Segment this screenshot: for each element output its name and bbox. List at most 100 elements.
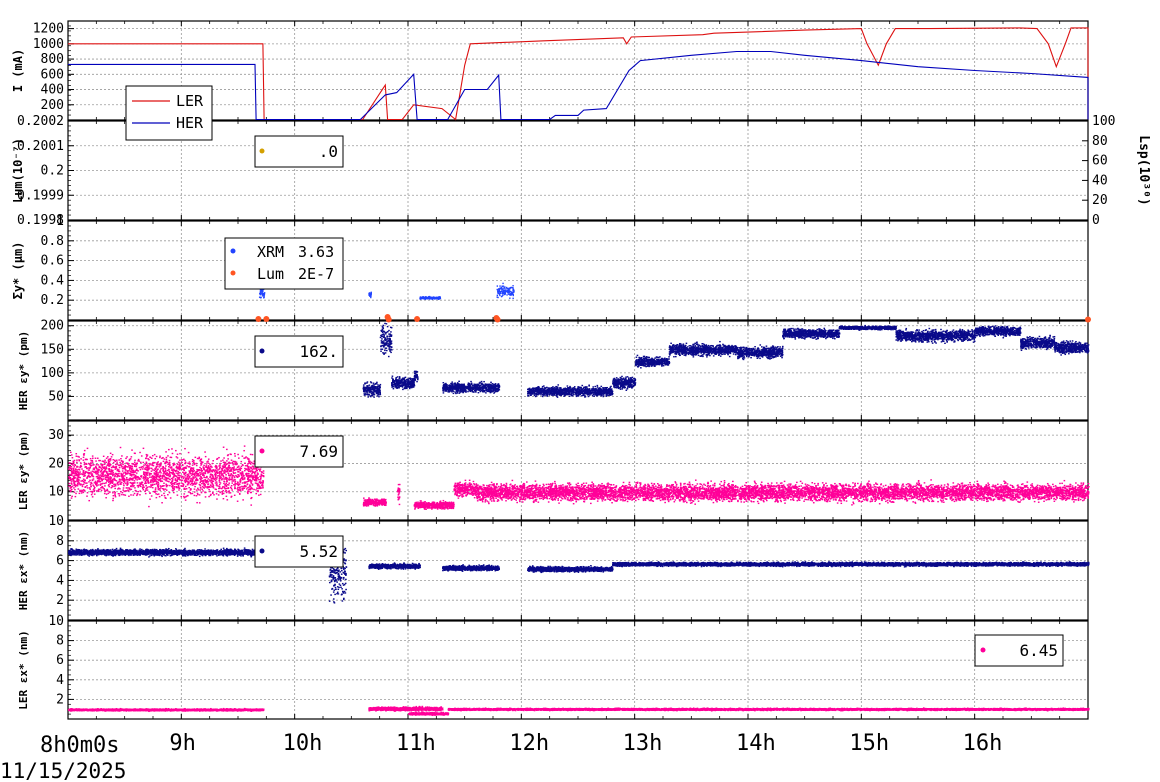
data-point: [587, 389, 589, 390]
data-point: [675, 356, 677, 357]
data-point: [545, 391, 547, 392]
data-point: [497, 383, 499, 384]
data-point: [647, 357, 649, 358]
data-point: [621, 376, 623, 377]
data-point: [726, 348, 728, 349]
data-point: [630, 379, 632, 380]
data-point: [401, 385, 403, 386]
data-point: [604, 390, 606, 391]
data-point: [607, 389, 609, 390]
data-point: [588, 385, 590, 386]
data-point: [376, 389, 378, 390]
data-point: [593, 392, 595, 393]
data-point: [616, 385, 618, 386]
data-point: [662, 358, 664, 359]
data-point: [452, 387, 454, 388]
data-point: [614, 378, 616, 379]
data-point: [750, 357, 752, 358]
data-point: [558, 392, 560, 393]
data-point: [483, 385, 485, 386]
data-point: [438, 297, 439, 298]
data-point: [696, 349, 698, 350]
data-point: [617, 378, 619, 379]
data-point: [689, 345, 691, 346]
data-point: [766, 345, 768, 346]
data-point: [565, 387, 567, 388]
data-point: [631, 384, 633, 385]
data-point: [414, 378, 416, 379]
ytick-label: 8: [56, 634, 64, 649]
ytick-label: 4: [56, 673, 64, 688]
data-point: [564, 394, 566, 395]
data-point: [491, 391, 493, 392]
data-point: [427, 298, 428, 299]
data-point: [620, 379, 622, 380]
data-point: [485, 392, 487, 393]
data-point: [598, 394, 600, 395]
data-point: [553, 388, 555, 389]
data-point: [498, 389, 500, 390]
ytick-label: 8: [56, 534, 64, 549]
right-axis-title: Lsp(10³⁰): [1136, 135, 1151, 205]
data-point: [687, 352, 689, 353]
data-point: [651, 365, 653, 366]
data-point: [667, 363, 669, 364]
data-point: [534, 395, 536, 396]
data-point: [730, 350, 732, 351]
data-point: [695, 353, 697, 354]
data-point: [549, 391, 551, 392]
data-point: [694, 354, 696, 355]
data-point: [654, 362, 656, 363]
data-point: [651, 358, 653, 359]
data-point: [560, 391, 562, 392]
ytick-label: 400: [41, 83, 64, 98]
data-point: [444, 385, 446, 386]
data-point: [382, 330, 384, 331]
right-ytick-label: 20: [1092, 193, 1108, 208]
data-point: [435, 298, 436, 299]
data-point: [391, 343, 393, 344]
data-point: [680, 350, 682, 351]
data-point: [387, 326, 389, 327]
data-point: [368, 295, 369, 296]
ytick-label: 800: [41, 52, 64, 67]
data-point: [497, 291, 498, 292]
data-point: [379, 387, 381, 388]
data-point: [637, 361, 639, 362]
data-point: [732, 350, 734, 351]
data-point: [685, 346, 687, 347]
data-point: [690, 345, 692, 346]
data-point: [264, 293, 265, 294]
data-point: [702, 343, 704, 344]
data-point: [625, 378, 627, 379]
data-point: [593, 396, 595, 397]
data-point: [465, 386, 467, 387]
data-point: [705, 350, 707, 351]
data-point: [483, 390, 485, 391]
data-point: [712, 352, 714, 353]
data-point: [718, 353, 720, 354]
y-axis-title: Lum(10⁻⁷): [11, 138, 25, 203]
data-point: [377, 384, 379, 385]
x-tick-label: 15h: [849, 731, 889, 756]
data-point: [627, 376, 629, 377]
data-point: [386, 350, 388, 351]
data-point: [451, 381, 453, 382]
data-point: [363, 391, 365, 392]
data-point: [408, 381, 410, 382]
y-axis-title: Σy* (μm): [11, 242, 25, 300]
data-point: [481, 384, 483, 385]
data-point: [692, 351, 694, 352]
ytick-label: 100: [41, 366, 64, 381]
data-point: [390, 341, 392, 342]
data-point: [576, 389, 578, 390]
data-point: [450, 386, 452, 387]
data-point: [556, 388, 558, 389]
data-point: [385, 340, 387, 341]
data-point: [746, 349, 748, 350]
data-point: [478, 392, 480, 393]
data-point: [707, 351, 709, 352]
data-point: [369, 390, 371, 391]
data-point: [577, 395, 579, 396]
data-point: [370, 381, 372, 382]
